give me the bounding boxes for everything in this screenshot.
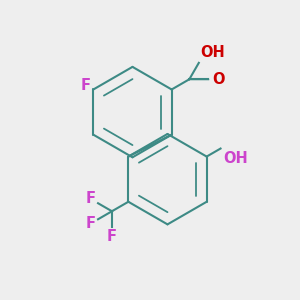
Text: F: F xyxy=(85,191,95,206)
Text: F: F xyxy=(107,229,117,244)
Text: OH: OH xyxy=(200,45,225,60)
Text: F: F xyxy=(85,216,95,231)
Text: OH: OH xyxy=(223,151,248,166)
Text: O: O xyxy=(212,72,224,87)
Text: F: F xyxy=(81,78,91,93)
